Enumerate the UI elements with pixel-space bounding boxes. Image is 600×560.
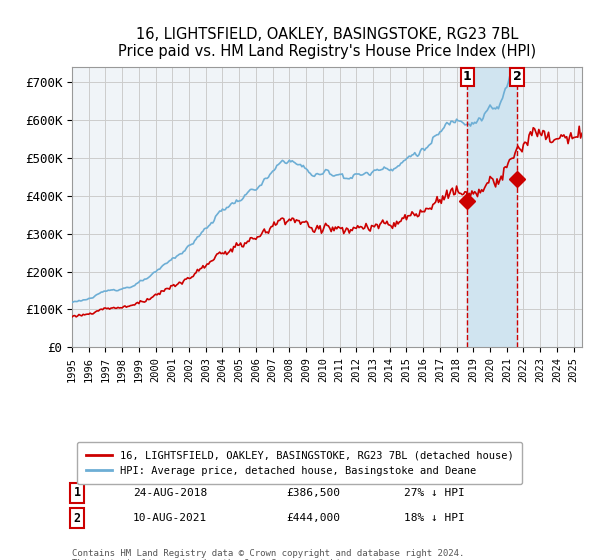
Text: 2: 2 [74,511,80,525]
Text: 10-AUG-2021: 10-AUG-2021 [133,513,208,523]
Legend: 16, LIGHTSFIELD, OAKLEY, BASINGSTOKE, RG23 7BL (detached house), HPI: Average pr: 16, LIGHTSFIELD, OAKLEY, BASINGSTOKE, RG… [77,442,522,484]
Text: £386,500: £386,500 [286,488,340,498]
Text: 24-AUG-2018: 24-AUG-2018 [133,488,208,498]
Text: 1: 1 [463,70,472,83]
Title: 16, LIGHTSFIELD, OAKLEY, BASINGSTOKE, RG23 7BL
Price paid vs. HM Land Registry's: 16, LIGHTSFIELD, OAKLEY, BASINGSTOKE, RG… [118,27,536,59]
Text: 27% ↓ HPI: 27% ↓ HPI [404,488,464,498]
Bar [467,67,517,347]
Text: 18% ↓ HPI: 18% ↓ HPI [404,513,464,523]
Text: Contains HM Land Registry data © Crown copyright and database right 2024.
This d: Contains HM Land Registry data © Crown c… [72,549,464,560]
Text: 1: 1 [74,486,80,500]
Text: 2: 2 [512,70,521,83]
Text: £444,000: £444,000 [286,513,340,523]
